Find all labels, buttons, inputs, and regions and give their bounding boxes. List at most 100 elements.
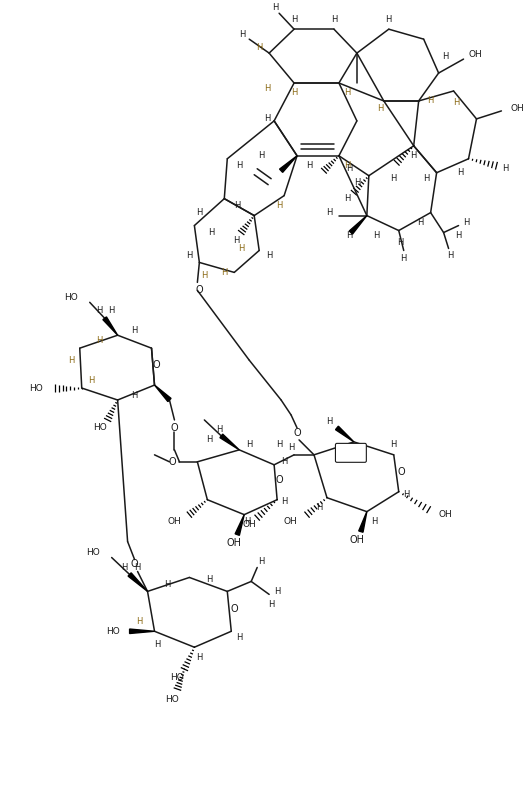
Text: O: O	[196, 285, 203, 295]
Text: H: H	[236, 161, 242, 170]
Text: H: H	[403, 490, 410, 499]
Text: H: H	[108, 306, 115, 315]
Text: H: H	[132, 390, 138, 399]
Text: H: H	[244, 517, 250, 526]
Text: H: H	[371, 517, 377, 526]
FancyBboxPatch shape	[336, 444, 366, 462]
Text: H: H	[236, 633, 242, 642]
Text: O: O	[169, 456, 176, 467]
Text: H: H	[331, 14, 337, 23]
Text: H: H	[239, 30, 246, 39]
Text: OH: OH	[227, 538, 242, 547]
Polygon shape	[359, 512, 367, 532]
Text: H: H	[186, 251, 193, 260]
Text: H: H	[256, 43, 262, 52]
Text: H: H	[398, 238, 404, 247]
Text: H: H	[208, 228, 215, 237]
Text: H: H	[400, 254, 407, 263]
Text: H: H	[410, 151, 417, 160]
Text: OH: OH	[242, 520, 256, 529]
Text: H: H	[264, 85, 270, 93]
Text: H: H	[221, 268, 227, 277]
Text: OH: OH	[469, 50, 482, 59]
Polygon shape	[235, 514, 244, 535]
Text: H: H	[378, 105, 384, 114]
Text: H: H	[418, 218, 424, 227]
Text: HO: HO	[93, 423, 107, 432]
Text: H: H	[326, 418, 332, 427]
Text: H: H	[122, 563, 128, 572]
Text: H: H	[134, 563, 141, 572]
Text: H: H	[442, 52, 449, 60]
Text: H: H	[132, 326, 138, 335]
Text: H: H	[291, 89, 297, 97]
Text: H: H	[346, 231, 352, 240]
Polygon shape	[128, 573, 147, 592]
Polygon shape	[220, 434, 239, 450]
Text: H: H	[391, 174, 397, 184]
Text: O: O	[170, 423, 178, 433]
Text: HO: HO	[106, 627, 119, 636]
Text: H: H	[96, 336, 103, 345]
Text: O: O	[398, 467, 406, 477]
Text: OH: OH	[284, 517, 297, 526]
Text: H: H	[326, 208, 332, 217]
Text: H: H	[201, 271, 208, 280]
Text: H: H	[234, 201, 240, 210]
Text: O: O	[131, 559, 138, 569]
Text: H: H	[291, 14, 297, 23]
Text: O: O	[294, 428, 301, 438]
Text: H: H	[206, 575, 213, 584]
Text: H: H	[272, 2, 278, 12]
Text: H: H	[196, 653, 203, 662]
Polygon shape	[280, 156, 297, 172]
Polygon shape	[129, 629, 155, 634]
Text: H: H	[258, 557, 265, 566]
Text: HO: HO	[29, 383, 43, 393]
Text: H: H	[96, 306, 103, 315]
Polygon shape	[155, 385, 171, 402]
Text: H: H	[233, 236, 239, 245]
Text: H: H	[453, 98, 460, 107]
Text: H: H	[268, 600, 275, 609]
Text: Abs: Abs	[344, 448, 358, 457]
Polygon shape	[103, 317, 118, 335]
Polygon shape	[349, 216, 367, 234]
Text: H: H	[343, 194, 350, 203]
Text: H: H	[276, 201, 282, 210]
Text: H: H	[246, 440, 252, 449]
Text: HO: HO	[64, 293, 78, 302]
Text: H: H	[238, 244, 245, 253]
Text: OH: OH	[439, 510, 452, 519]
Text: O: O	[230, 605, 238, 614]
Text: H: H	[343, 89, 350, 97]
Text: H: H	[306, 161, 312, 170]
Text: H: H	[316, 503, 322, 512]
Text: H: H	[463, 218, 470, 227]
Text: H: H	[264, 114, 270, 123]
Text: H: H	[216, 425, 222, 435]
Text: H: H	[258, 151, 265, 160]
Text: OH: OH	[510, 105, 524, 114]
Text: H: H	[428, 97, 434, 105]
Text: H: H	[346, 164, 352, 173]
Text: H: H	[391, 440, 397, 449]
Text: H: H	[154, 640, 160, 649]
Text: H: H	[281, 497, 287, 506]
Text: H: H	[196, 208, 203, 217]
Text: H: H	[206, 436, 213, 444]
Text: O: O	[275, 475, 283, 485]
Text: H: H	[343, 161, 350, 170]
Text: H: H	[502, 164, 509, 173]
Polygon shape	[336, 426, 354, 442]
Text: H: H	[276, 440, 282, 449]
Text: H: H	[386, 14, 392, 23]
Text: H: H	[373, 231, 380, 240]
Text: H: H	[136, 617, 143, 625]
Text: O: O	[153, 360, 160, 370]
Text: H: H	[164, 580, 170, 589]
Text: H: H	[448, 251, 454, 260]
Text: HO: HO	[170, 673, 184, 682]
Text: HO: HO	[86, 548, 100, 557]
Text: H: H	[68, 356, 75, 365]
